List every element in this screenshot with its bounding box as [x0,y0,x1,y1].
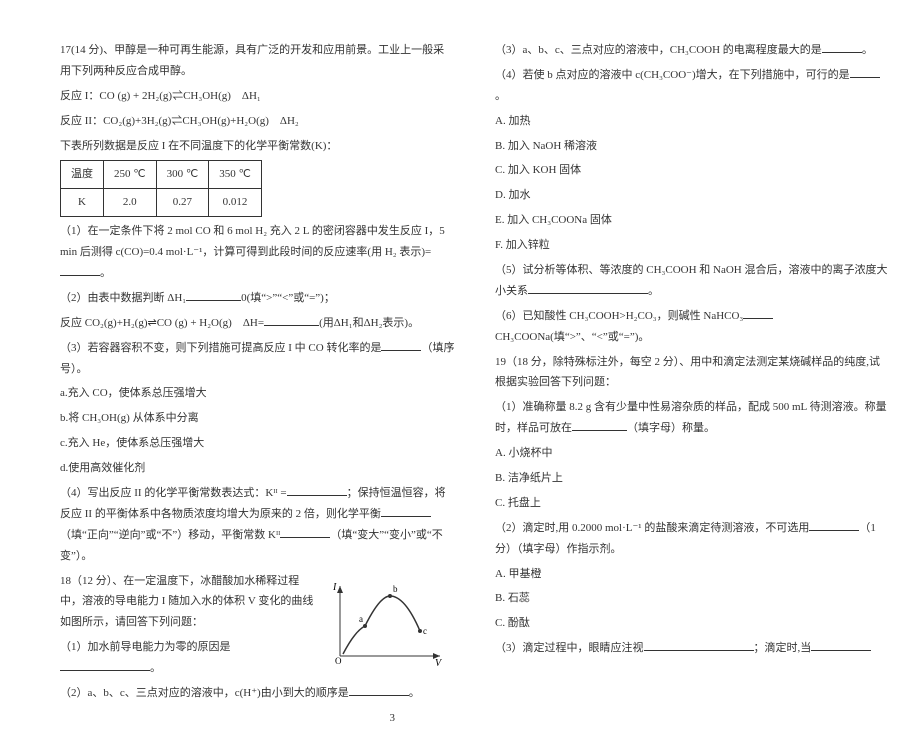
text: 0(填“>”“<”或“=”)； [241,292,335,304]
option-f: F. 加入锌粒 [495,235,890,256]
text: （6）已知酸性 CH₃COOH>H₂CO₃，则碱性 NaHCO₃ [495,310,743,322]
reaction-2: 反应 II：CO₂(g)+3H₂(g)⇌CH₃OH(g)+H₂O(g) ΔH₂ [60,111,455,132]
option-b: B. 洁净纸片上 [495,468,890,489]
q17-part2: （2）由表中数据判断 ΔH₁ 0(填“>”“<”或“=”)； [60,288,455,309]
cell: 0.012 [209,189,262,217]
equilibrium-table: 温度 250 ℃ 300 ℃ 350 ℃ K 2.0 0.27 0.012 [60,160,262,217]
q18-part3: （3）a、b、c、三点对应的溶液中，CH₃COOH 的电离程度最大的是 。 [495,40,890,61]
blank [572,421,627,431]
conductivity-graph: a b c I V O [325,576,445,666]
cell: K [61,189,104,217]
page-number: 3 [390,712,396,724]
cell: 2.0 [104,189,157,217]
option-a: A. 甲基橙 [495,564,890,585]
blank [811,641,871,651]
point-b-label: b [393,584,398,594]
text: （填“正向”“逆向”或“不”）移动，平衡常数 Kᴵᴵ [60,529,280,541]
text: （4）若使 b 点对应的溶液中 c(CH₃COO⁻)增大，在下列措施中，可行的是 [495,69,850,81]
blank [850,68,880,78]
text: 。 [409,687,420,699]
cell: 350 ℃ [209,161,262,189]
q19-part3: （3）滴定过程中，眼睛应注视 ；滴定时,当 [495,638,890,659]
cell: 250 ℃ [104,161,157,189]
blank [60,266,100,276]
q18-part6: （6）已知酸性 CH₃COOH>H₂CO₃，则碱性 NaHCO₃ CH₃COONa… [495,306,890,348]
blank [528,284,648,294]
blank [381,507,431,517]
text: （3）若容器容积不变，则下列措施可提高反应 I 中 CO 转化率的是 [60,342,381,354]
option-c: C. 托盘上 [495,493,890,514]
option-a: a.充入 CO，使体系总压强增大 [60,383,455,404]
text: （4）写出反应 II 的化学平衡常数表达式：Kᴵᴵ = [60,487,287,499]
blank [644,641,754,651]
text: （3）a、b、c、三点对应的溶液中，CH₃COOH 的电离程度最大的是 [495,44,822,56]
blank [60,661,150,671]
q18-part4: （4）若使 b 点对应的溶液中 c(CH₃COO⁻)增大，在下列措施中，可行的是… [495,65,890,107]
blank [287,486,347,496]
option-c: C. 酚酞 [495,613,890,634]
text: CH₃COONa(填“>”、“<”或“=”)。 [495,331,649,343]
point-a-label: a [359,614,363,624]
option-a: A. 加热 [495,111,890,132]
q18-part5: （5）试分析等体积、等浓度的 CH₃COOH 和 NaOH 混合后，溶液中的离子… [495,260,890,302]
text: （填字母）称量。 [627,422,715,434]
text: (用ΔH₁和ΔH₂表示)。 [319,317,419,329]
option-b: B. 加入 NaOH 稀溶液 [495,136,890,157]
point-c-label: c [423,626,427,636]
option-b: b.将 CH₃OH(g) 从体系中分离 [60,408,455,429]
text: （2）滴定时,用 0.2000 mol·L⁻¹ 的盐酸来滴定待测溶液，不可选用 [495,522,809,534]
table-intro: 下表所列数据是反应 I 在不同温度下的化学平衡常数(K)： [60,136,455,157]
q19-part1: （1）准确称量 8.2 g 含有少量中性易溶杂质的样品，配成 500 mL 待测… [495,397,890,439]
x-axis-label: V [435,658,443,666]
reaction-1: 反应 I：CO (g) + 2H₂(g)⇌CH₃OH(g) ΔH₁ [60,86,455,107]
q18-block: a b c I V O 18（12 分）、在一定温度下，冰醋酸加水稀释过程中，溶… [60,571,455,704]
table-row: 温度 250 ℃ 300 ℃ 350 ℃ [61,161,262,189]
q19-intro: 19（18 分，除特殊标注外，每空 2 分）、用中和滴定法测定某烧碱样品的纯度,… [495,352,890,394]
blank [280,528,330,538]
option-c: c.充入 He，使体系总压强增大 [60,433,455,454]
blank [186,291,241,301]
q18-part2: （2）a、b、c、三点对应的溶液中，c(H⁺)由小到大的顺序是 。 [60,683,455,704]
cell: 0.27 [156,189,209,217]
option-b: B. 石蕊 [495,588,890,609]
option-d: D. 加水 [495,185,890,206]
text: ；滴定时,当 [754,642,812,654]
q17-reaction-dh: 反应 CO₂(g)+H₂(g)⇌CO (g) + H₂O(g) ΔH= (用ΔH₁… [60,313,455,334]
blank [809,521,859,531]
cell: 温度 [61,161,104,189]
q19-part2: （2）滴定时,用 0.2000 mol·L⁻¹ 的盐酸来滴定待测溶液，不可选用（… [495,518,890,560]
text: （2）由表中数据判断 ΔH₁ [60,292,186,304]
svg-text:O: O [335,656,342,666]
blank [264,316,319,326]
blank [822,43,862,53]
text: 反应 CO₂(g)+H₂(g)⇌CO (g) + H₂O(g) ΔH= [60,317,264,329]
blank [743,309,773,319]
text: （3）滴定过程中，眼睛应注视 [495,642,644,654]
option-a: A. 小烧杯中 [495,443,890,464]
text: （1）加水前导电能力为零的原因是 [60,641,231,653]
option-d: d.使用高效催化剂 [60,458,455,479]
option-e: E. 加入 CH₃COONa 固体 [495,210,890,231]
text: （1）在一定条件下将 2 mol CO 和 6 mol H₂ 充入 2 L 的密… [60,225,445,258]
text: 。 [495,90,506,102]
q17-intro: 17(14 分)、甲醇是一种可再生能源，具有广泛的开发和应用前景。工业上一般采用… [60,40,455,82]
table-row: K 2.0 0.27 0.012 [61,189,262,217]
text: （2）a、b、c、三点对应的溶液中，c(H⁺)由小到大的顺序是 [60,687,349,699]
cell: 300 ℃ [156,161,209,189]
option-c: C. 加入 KOH 固体 [495,160,890,181]
text: 。 [100,267,111,279]
blank [349,686,409,696]
y-axis-label: I [332,582,337,593]
q17-part3: （3）若容器容积不变，则下列措施可提高反应 I 中 CO 转化率的是（填序号）。 [60,338,455,380]
q17-part4: （4）写出反应 II 的化学平衡常数表达式：Kᴵᴵ =；保持恒温恒容，将反应 I… [60,483,455,567]
q17-part1: （1）在一定条件下将 2 mol CO 和 6 mol H₂ 充入 2 L 的密… [60,221,455,284]
text: 。 [862,44,873,56]
text: 。 [648,285,659,297]
text: 。 [150,662,161,674]
blank [381,341,421,351]
